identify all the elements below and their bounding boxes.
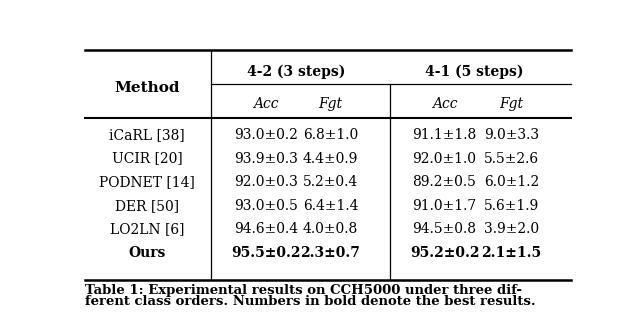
Text: 4.4±0.9: 4.4±0.9: [303, 151, 358, 166]
Text: 93.0±0.5: 93.0±0.5: [234, 199, 298, 213]
Text: ferent class orders. Numbers in bold denote the best results.: ferent class orders. Numbers in bold den…: [85, 295, 536, 308]
Text: Fgt: Fgt: [499, 97, 524, 112]
Text: 94.6±0.4: 94.6±0.4: [234, 222, 298, 236]
Text: 89.2±0.5: 89.2±0.5: [413, 175, 477, 189]
Text: 95.5±0.2: 95.5±0.2: [231, 246, 301, 260]
Text: 91.0±1.7: 91.0±1.7: [412, 199, 477, 213]
Text: LO2LN [6]: LO2LN [6]: [109, 222, 184, 236]
Text: 91.1±1.8: 91.1±1.8: [412, 128, 477, 142]
Text: 5.6±1.9: 5.6±1.9: [484, 199, 539, 213]
Text: iCaRL [38]: iCaRL [38]: [109, 128, 185, 142]
Text: 92.0±1.0: 92.0±1.0: [413, 151, 477, 166]
Text: 6.0±1.2: 6.0±1.2: [484, 175, 539, 189]
Text: 4-1 (5 steps): 4-1 (5 steps): [425, 64, 524, 79]
Text: UCIR [20]: UCIR [20]: [111, 151, 182, 166]
Text: 4.0±0.8: 4.0±0.8: [303, 222, 358, 236]
Text: Table 1: Experimental results on CCH5000 under three dif-: Table 1: Experimental results on CCH5000…: [85, 284, 522, 297]
Text: 2.3±0.7: 2.3±0.7: [301, 246, 360, 260]
Text: Ours: Ours: [128, 246, 166, 260]
Text: Fgt: Fgt: [319, 97, 342, 112]
Text: Acc: Acc: [432, 97, 458, 112]
Text: 4-2 (3 steps): 4-2 (3 steps): [246, 64, 345, 79]
Text: 2.1±1.5: 2.1±1.5: [481, 246, 541, 260]
Text: 6.8±1.0: 6.8±1.0: [303, 128, 358, 142]
Text: 92.0±0.3: 92.0±0.3: [234, 175, 298, 189]
Text: DER [50]: DER [50]: [115, 199, 179, 213]
Text: 95.2±0.2: 95.2±0.2: [410, 246, 479, 260]
Text: PODNET [14]: PODNET [14]: [99, 175, 195, 189]
Text: 6.4±1.4: 6.4±1.4: [303, 199, 358, 213]
Text: Method: Method: [114, 81, 180, 95]
Text: 93.0±0.2: 93.0±0.2: [234, 128, 298, 142]
Text: 5.2±0.4: 5.2±0.4: [303, 175, 358, 189]
Text: 3.9±2.0: 3.9±2.0: [484, 222, 539, 236]
Text: 94.5±0.8: 94.5±0.8: [413, 222, 477, 236]
Text: 5.5±2.6: 5.5±2.6: [484, 151, 539, 166]
Text: 9.0±3.3: 9.0±3.3: [484, 128, 539, 142]
Text: 93.9±0.3: 93.9±0.3: [234, 151, 298, 166]
Text: Acc: Acc: [253, 97, 279, 112]
